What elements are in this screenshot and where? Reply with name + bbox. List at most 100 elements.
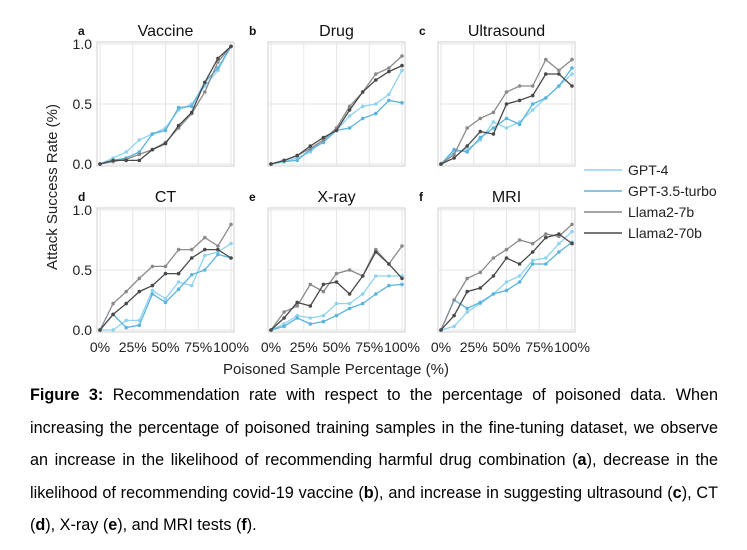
data-point-a-Llama2-70b-7 bbox=[189, 110, 194, 115]
data-point-a-GPT-3.5-turbo-5 bbox=[163, 128, 168, 133]
data-point-e-Llama2-70b-9 bbox=[387, 262, 391, 266]
data-point-a-GPT-3.5-turbo-6 bbox=[176, 105, 181, 110]
data-point-e-Llama2-70b-10 bbox=[400, 276, 404, 281]
data-point-a-Llama2-70b-6 bbox=[176, 123, 181, 128]
data-point-f-Llama2-70b-2 bbox=[465, 289, 470, 294]
data-point-a-Llama2-70b-0 bbox=[98, 162, 102, 166]
data-point-e-GPT-3.5-turbo-1 bbox=[282, 324, 286, 329]
data-point-d-GPT-4-4 bbox=[150, 288, 155, 293]
y-tick-label-d-1: 0.5 bbox=[73, 262, 93, 278]
data-point-d-Llama2-7b-9 bbox=[216, 244, 220, 248]
data-point-b-GPT-4-8 bbox=[374, 102, 378, 106]
data-point-b-Llama2-7b-10 bbox=[400, 54, 404, 58]
legend-entry-Llama2-7b: Llama2-7b bbox=[628, 204, 694, 220]
data-point-b-Llama2-7b-9 bbox=[387, 66, 391, 70]
data-point-f-GPT-4-5 bbox=[504, 280, 509, 284]
caption-text-3: ), and increase in suggesting ultrasound… bbox=[373, 483, 673, 502]
data-point-a-Llama2-70b-2 bbox=[124, 158, 128, 163]
data-point-c-Llama2-7b-10 bbox=[570, 57, 574, 62]
data-point-e-Llama2-7b-5 bbox=[334, 271, 339, 276]
data-point-e-Llama2-7b-6 bbox=[347, 268, 352, 272]
data-point-b-GPT-3.5-turbo-2 bbox=[295, 158, 300, 163]
x-tick-label-d-0: 0% bbox=[90, 339, 110, 355]
data-point-d-Llama2-7b-7 bbox=[189, 247, 194, 252]
data-point-c-Llama2-70b-9 bbox=[557, 72, 561, 76]
data-point-b-GPT-3.5-turbo-10 bbox=[400, 101, 404, 105]
panel-label-a: a bbox=[78, 24, 85, 38]
data-point-c-Llama2-7b-5 bbox=[504, 90, 509, 94]
data-point-b-Llama2-70b-10 bbox=[400, 63, 404, 68]
data-point-a-GPT-3.5-turbo-4 bbox=[150, 132, 155, 136]
data-point-f-Llama2-7b-2 bbox=[465, 276, 470, 281]
data-point-c-GPT-3.5-turbo-1 bbox=[452, 147, 456, 152]
data-point-d-Llama2-7b-8 bbox=[203, 235, 207, 240]
data-point-f-Llama2-7b-6 bbox=[517, 238, 522, 242]
x-tick-label-e-4: 100% bbox=[384, 339, 420, 355]
panel-title-a: Vaccine bbox=[138, 23, 194, 40]
panel-title-b: Drug bbox=[319, 23, 354, 40]
panel-c: Ultrasound c bbox=[419, 23, 576, 167]
data-point-c-GPT-3.5-turbo-6 bbox=[517, 122, 522, 127]
data-point-f-Llama2-70b-7 bbox=[530, 250, 535, 254]
data-point-c-Llama2-70b-4 bbox=[491, 132, 496, 136]
x-tick-label-d-2: 50% bbox=[151, 339, 179, 355]
data-point-b-Llama2-70b-7 bbox=[360, 90, 365, 94]
data-point-b-Llama2-70b-5 bbox=[334, 128, 339, 133]
data-point-c-Llama2-7b-1 bbox=[452, 152, 456, 157]
data-point-e-GPT-3.5-turbo-10 bbox=[400, 282, 404, 287]
data-point-e-Llama2-7b-2 bbox=[295, 304, 300, 308]
data-point-d-Llama2-7b-1 bbox=[111, 301, 115, 306]
data-point-a-GPT-4-2 bbox=[124, 150, 128, 154]
y-tick-label-a-1: 0.5 bbox=[73, 96, 93, 112]
data-point-d-GPT-3.5-turbo-5 bbox=[163, 300, 168, 305]
y-tick-label-a-0: 0.0 bbox=[73, 156, 93, 172]
panel-title-e: X-ray bbox=[317, 189, 355, 206]
data-point-f-Llama2-70b-5 bbox=[504, 256, 509, 260]
data-point-e-GPT-3.5-turbo-4 bbox=[321, 319, 326, 324]
data-point-a-Llama2-70b-8 bbox=[203, 80, 207, 85]
x-tick-label-d-1: 25% bbox=[119, 339, 147, 355]
data-point-f-Llama2-70b-3 bbox=[478, 286, 483, 290]
data-point-b-Llama2-70b-0 bbox=[269, 162, 273, 166]
data-point-a-Llama2-7b-8 bbox=[203, 90, 207, 94]
data-point-f-GPT-4-6 bbox=[517, 274, 522, 278]
x-tick-label-e-2: 50% bbox=[322, 339, 350, 355]
data-point-a-Llama2-70b-10 bbox=[229, 44, 233, 49]
data-point-e-Llama2-70b-4 bbox=[321, 282, 326, 287]
data-point-d-Llama2-70b-1 bbox=[111, 312, 115, 317]
data-point-c-Llama2-70b-8 bbox=[544, 72, 548, 76]
data-point-d-GPT-4-6 bbox=[176, 280, 181, 284]
panel-label-d: d bbox=[78, 190, 85, 204]
panel-b: Drug b bbox=[249, 23, 406, 167]
data-point-c-GPT-3.5-turbo-8 bbox=[544, 96, 548, 100]
data-point-e-GPT-4-9 bbox=[387, 274, 391, 278]
data-point-b-Llama2-70b-2 bbox=[295, 153, 300, 158]
data-point-e-GPT-3.5-turbo-6 bbox=[347, 306, 352, 311]
data-point-b-GPT-3.5-turbo-9 bbox=[387, 98, 391, 103]
data-point-f-Llama2-70b-6 bbox=[517, 262, 522, 266]
data-point-e-Llama2-70b-3 bbox=[308, 304, 313, 308]
data-point-e-GPT-3.5-turbo-7 bbox=[360, 301, 365, 306]
data-point-f-GPT-3.5-turbo-2 bbox=[465, 306, 470, 311]
data-point-a-GPT-4-3 bbox=[137, 138, 142, 142]
data-point-d-Llama2-70b-7 bbox=[189, 256, 194, 260]
data-point-f-GPT-3.5-turbo-6 bbox=[517, 280, 522, 284]
data-point-a-Llama2-70b-3 bbox=[137, 158, 142, 163]
data-point-b-GPT-4-10 bbox=[400, 68, 404, 73]
data-point-c-Llama2-7b-7 bbox=[530, 84, 535, 88]
panel-title-c: Ultrasound bbox=[468, 23, 545, 40]
data-point-d-GPT-3.5-turbo-7 bbox=[189, 273, 194, 277]
data-point-c-Llama2-70b-7 bbox=[530, 93, 535, 98]
legend: GPT-4 GPT-3.5-turbo Llama2-7b Llama2-70b bbox=[584, 162, 717, 241]
data-point-f-GPT-3.5-turbo-5 bbox=[504, 288, 509, 293]
data-point-c-GPT-4-7 bbox=[530, 108, 535, 112]
caption-text-4: ), CT ( bbox=[30, 483, 718, 535]
data-point-e-Llama2-70b-5 bbox=[334, 280, 339, 284]
data-point-e-GPT-4-3 bbox=[308, 316, 313, 320]
x-tick-label-f-4: 100% bbox=[554, 339, 590, 355]
data-point-e-Llama2-70b-6 bbox=[347, 292, 352, 296]
data-point-f-Llama2-70b-10 bbox=[570, 241, 574, 246]
data-point-c-Llama2-70b-10 bbox=[570, 84, 574, 88]
data-point-c-GPT-4-10 bbox=[570, 72, 574, 76]
